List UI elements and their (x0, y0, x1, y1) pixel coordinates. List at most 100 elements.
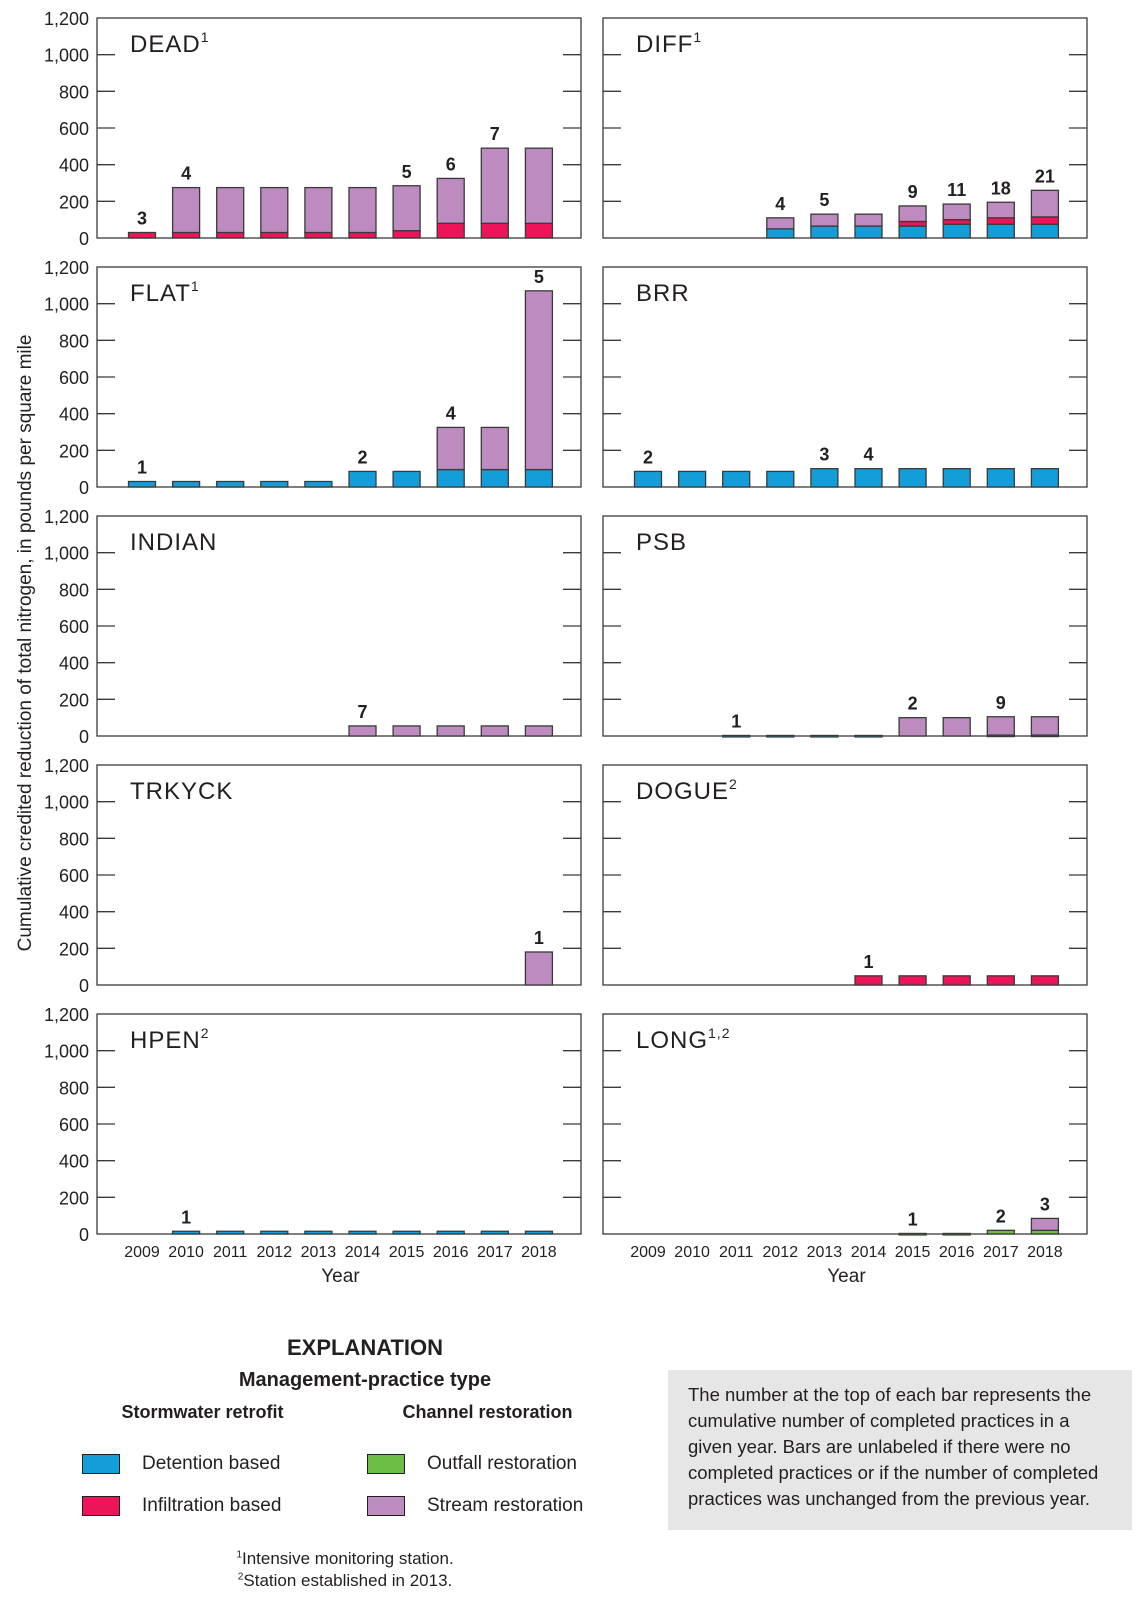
swatch-stream (367, 1496, 405, 1516)
bar-count-label: 7 (490, 124, 500, 144)
bar-segment-infiltration (986, 217, 1015, 225)
x-tick-label: 2016 (939, 1244, 975, 1261)
bar-count-label: 4 (446, 403, 456, 423)
y-tick-label: 800 (59, 1078, 89, 1098)
bar-count-label: 6 (446, 154, 456, 174)
panel-title: DIFF1 (636, 29, 702, 58)
panel-title: LONG1,2 (636, 1025, 730, 1054)
x-tick-label: 2016 (433, 1244, 469, 1261)
bar-segment-stream (436, 725, 465, 737)
bar-count-label: 21 (1035, 166, 1055, 186)
bar-count-label: 2 (357, 447, 367, 467)
bar-segment-detention (392, 1230, 421, 1235)
bar-segment-stream (986, 716, 1015, 736)
panel-title-footnote: 1 (191, 278, 200, 294)
y-tick-label: 400 (59, 903, 89, 923)
bar-segment-detention (986, 468, 1015, 488)
bar-segment-stream (392, 185, 421, 232)
bar-segment-outfall (942, 1232, 971, 1236)
x-axis-label: Year (827, 1266, 866, 1287)
swatch-outfall (367, 1454, 405, 1474)
bar-segment-infiltration (898, 975, 927, 986)
legend-group-channel: Channel restoration Outfall restoration … (345, 1402, 630, 1527)
panel-title: DEAD1 (130, 29, 209, 58)
y-tick-label: 400 (59, 156, 89, 176)
bar-count-label: 1 (137, 458, 147, 478)
bar-segment-detention (898, 468, 927, 488)
note-box: The number at the top of each bar repres… (668, 1370, 1132, 1530)
bar-segment-infiltration (898, 220, 927, 227)
panel-title-footnote: 1 (201, 29, 210, 45)
bar-segment-stream (348, 186, 377, 234)
bar-segment-stream (1030, 189, 1060, 218)
bar-count-label: 1 (181, 1207, 191, 1227)
bar-segment-detention (722, 734, 751, 738)
footnote-mark: 2 (237, 1571, 244, 1583)
y-tick-label: 400 (59, 1152, 89, 1172)
panel-title-footnote: 1,2 (708, 1025, 730, 1041)
y-axis-label-container: Cumulative credited reduction of total n… (4, 0, 44, 1300)
bar-segment-infiltration (127, 231, 157, 239)
y-tick-label: 1,000 (44, 295, 89, 315)
bar-segment-detention (524, 1230, 554, 1235)
bar-count-label: 2 (996, 1206, 1006, 1226)
bar-segment-detention (127, 480, 157, 488)
panel-trkyck: 0 200 400 600 800 1,000 1,200 TRKYCK 1 (44, 756, 582, 996)
bar-segment-stream (766, 217, 795, 230)
bar-segment-stream (524, 290, 554, 471)
bar-segment-detention (898, 225, 927, 239)
x-tick-label: 2014 (851, 1244, 887, 1261)
bar-segment-stream (524, 147, 554, 224)
bar-segment-detention (810, 734, 839, 738)
bar-segment-stream (260, 186, 289, 234)
bar-count-label: 18 (991, 178, 1011, 198)
legend-group-stormwater: Stormwater retrofit Detention based Infi… (60, 1402, 345, 1527)
panel-title: INDIAN (130, 529, 217, 556)
bar-segment-detention (633, 470, 663, 488)
y-tick-label: 800 (59, 82, 89, 102)
y-tick-label: 1,200 (44, 9, 89, 29)
bar-segment-stream (524, 725, 554, 737)
footnote-2: 2Station established in 2013. (60, 1570, 630, 1592)
legend-item-label: Detention based (142, 1453, 281, 1474)
bar-count-label: 1 (731, 711, 741, 731)
bar-segment-detention (436, 468, 465, 488)
bar-segment-detention (171, 1230, 201, 1235)
bar-segment-infiltration (392, 230, 421, 239)
x-tick-label: 2011 (213, 1244, 248, 1261)
bar-segment-detention (1030, 223, 1060, 239)
x-tick-label: 2017 (477, 1244, 513, 1261)
panel-title: DOGUE2 (636, 776, 738, 805)
y-tick-label: 0 (79, 229, 89, 249)
panel-title: BRR (636, 280, 690, 307)
x-tick-label: 2018 (1027, 1244, 1063, 1261)
legend-item-label: Infiltration based (142, 1495, 282, 1516)
legend-item-stream: Stream restoration (345, 1485, 630, 1527)
bar-segment-detention (480, 468, 509, 488)
y-tick-label: 1,200 (44, 1005, 89, 1025)
footnote-1: 1Intensive monitoring station. (60, 1548, 630, 1570)
bar-count-label: 5 (819, 190, 829, 210)
y-tick-label: 1,000 (44, 544, 89, 564)
x-tick-label: 2012 (257, 1244, 293, 1261)
bar-segment-detention (854, 225, 883, 239)
bar-segment-infiltration (854, 975, 883, 986)
bar-count-label: 1 (534, 928, 544, 948)
bar-segment-detention (392, 470, 421, 488)
bar-segment-detention (171, 480, 201, 488)
bar-segment-detention (216, 1230, 245, 1235)
panel-indian: 0 200 400 600 800 1,000 1,200 INDIAN 7 (44, 507, 582, 747)
note-text: The number at the top of each bar repres… (688, 1384, 1099, 1509)
bar-segment-stream (436, 177, 465, 224)
bar-segment-stream (348, 725, 377, 737)
y-tick-label: 600 (59, 866, 89, 886)
bar-segment-detention (348, 1230, 377, 1235)
bar-segment-detention (766, 734, 795, 738)
y-tick-label: 800 (59, 829, 89, 849)
panel-title: HPEN2 (130, 1025, 209, 1054)
bar-segment-infiltration (942, 975, 971, 986)
bar-count-label: 3 (137, 209, 147, 229)
x-tick-label: 2010 (168, 1244, 204, 1261)
y-tick-label: 200 (59, 192, 89, 212)
